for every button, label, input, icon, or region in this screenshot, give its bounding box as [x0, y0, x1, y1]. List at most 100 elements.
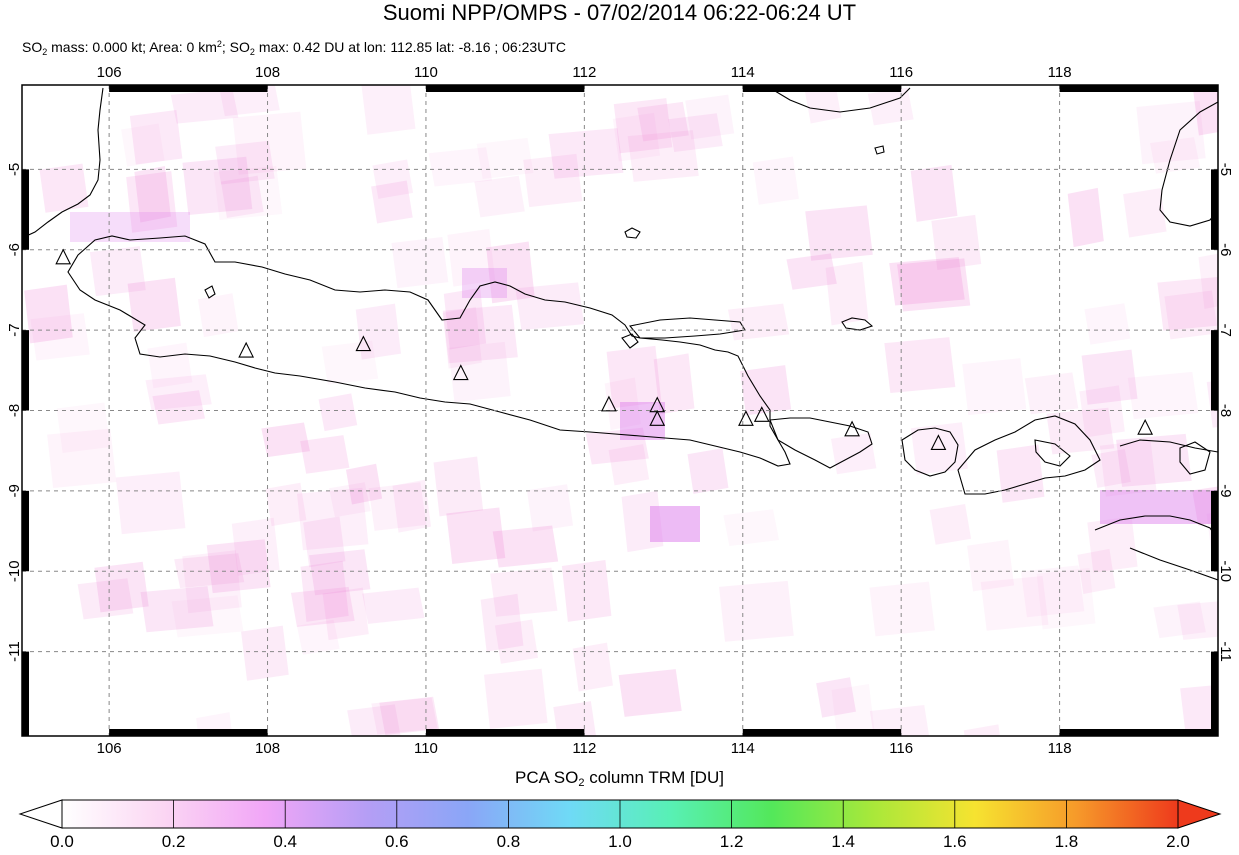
so2-pixel: [869, 705, 930, 736]
so2-pixel: [309, 549, 371, 596]
so2-pixel: [1198, 253, 1218, 309]
volcano-icon: [649, 410, 666, 426]
so2-pixel: [328, 482, 371, 518]
so2-pixel: [171, 595, 244, 638]
so2-pixel: [650, 506, 700, 542]
so2-pixel: [1079, 385, 1125, 438]
so2-pixel: [1036, 567, 1096, 630]
so2-pixel: [121, 123, 165, 167]
so2-pixel: [126, 171, 178, 233]
colorbar-tick-label: 1.6: [942, 832, 967, 851]
so2-pixel: [910, 164, 958, 222]
so2-pixel: [1081, 349, 1138, 405]
lat-tick-label-right: -6: [1217, 243, 1234, 256]
colorbar-tick-label: 0.0: [50, 832, 74, 851]
so2-pixel: [474, 175, 525, 218]
lon-tick-label-top: 118: [1048, 64, 1072, 81]
so2-pixel: [265, 482, 307, 527]
frame-bar: [109, 85, 268, 92]
lon-tick-label-bottom: 116: [889, 740, 913, 757]
so2-pixel: [89, 246, 146, 297]
so2-pixel: [218, 85, 280, 117]
so2-pixel: [241, 625, 289, 681]
so2-pixel: [300, 560, 349, 622]
so2-pixel: [618, 669, 682, 717]
volcano-icon: [738, 410, 754, 426]
volcano-icon: [844, 420, 860, 437]
so2-pixel: [620, 402, 665, 440]
lat-tick-label-right: -5: [1217, 163, 1234, 176]
so2-pixel: [77, 578, 134, 620]
so2-pixel: [889, 257, 965, 306]
so2-pixel: [197, 293, 239, 338]
so2-pixel: [1149, 137, 1201, 174]
so2-pixel: [355, 303, 401, 360]
map-subtitle: SO2 mass: 0.000 kt; Area: 0 km2; SO2 max…: [22, 39, 566, 57]
volcano-markers: [55, 248, 1154, 451]
so2-pixel: [296, 487, 369, 551]
so2-pixel: [30, 313, 90, 361]
so2-pixel: [215, 140, 275, 185]
so2-pixel: [561, 559, 612, 622]
so2-pixel: [447, 228, 496, 287]
so2-pixel: [379, 696, 440, 736]
so2-pixel: [140, 586, 214, 633]
so2-pixel: [685, 94, 735, 140]
so2-pixel: [786, 253, 837, 290]
frame-bar: [22, 330, 29, 411]
so2-pixel: [687, 448, 729, 494]
frame-bar: [425, 85, 585, 92]
so2-pixel: [347, 704, 401, 736]
so2-pixel: [152, 390, 206, 425]
lat-tick-label-right: -8: [1217, 404, 1234, 417]
so2-pixel: [47, 428, 117, 488]
so2-pixel: [869, 581, 935, 637]
frame-bar: [742, 85, 902, 92]
frame-ticks: [22, 85, 1218, 736]
so2-pixel: [1046, 407, 1115, 455]
so2-pixel: [613, 98, 673, 154]
so2-pixel: [1091, 449, 1131, 488]
so2-pixel: [996, 444, 1045, 503]
lat-tick-label-left: -5: [6, 163, 23, 176]
so2-pixel: [392, 479, 432, 533]
so2-pixel: [94, 561, 149, 613]
so2-pixel: [321, 340, 379, 385]
lat-tick-label-right: -9: [1217, 484, 1234, 497]
so2-pixel: [816, 677, 856, 718]
so2-pixel: [1024, 372, 1079, 415]
so2-pixel: [170, 88, 239, 124]
so2-pixel: [727, 303, 790, 341]
so2-pixel: [1153, 601, 1206, 639]
colorbar-max-arrow: [1177, 799, 1222, 829]
so2-pixel: [967, 539, 1015, 592]
so2-pixel: [962, 358, 1027, 416]
volcano-icon: [753, 406, 770, 422]
so2-pixel: [897, 258, 971, 312]
so2-pixel: [371, 697, 438, 735]
so2-pixel: [1164, 290, 1218, 340]
colorbar-tick-label: 1.8: [1054, 832, 1079, 851]
so2-pixel: [391, 236, 449, 289]
so2-pixel: [1123, 188, 1167, 238]
colorbar-min-arrow: [18, 799, 63, 829]
volcano-icon: [1137, 418, 1154, 435]
so2-pixel: [494, 619, 539, 664]
so2-pixel: [526, 484, 574, 532]
lat-tick-label-left: -8: [6, 404, 23, 417]
so2-pixel: [345, 463, 383, 505]
volcano-icon: [55, 248, 72, 265]
so2-pixel: [929, 503, 972, 545]
so2-pixel: [56, 402, 111, 454]
lat-tick-label-left: -6: [6, 243, 23, 256]
so2-pixel: [232, 111, 307, 175]
lon-tick-label-bottom: 112: [572, 740, 596, 757]
lon-tick-label-top: 106: [97, 64, 122, 81]
so2-pixel: [303, 516, 346, 568]
so2-pixel: [604, 377, 641, 431]
so2-pixel: [368, 482, 427, 531]
so2-pixel: [548, 128, 624, 179]
volcano-icon: [930, 434, 947, 451]
frame-bar: [1211, 169, 1218, 250]
frame-bar: [425, 729, 585, 736]
